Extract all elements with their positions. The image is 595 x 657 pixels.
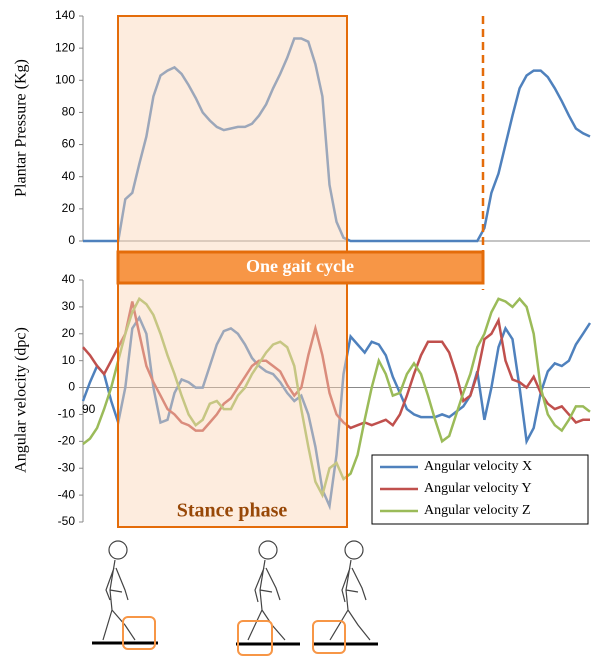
stance-label: Stance phase	[177, 500, 288, 522]
y-tick-label: 120	[55, 40, 75, 54]
legend-label: Angular velocity Y	[424, 481, 532, 496]
y-tick-label: 60	[62, 137, 76, 151]
line-series	[81, 314, 592, 511]
y-tick-label: -10	[58, 407, 76, 421]
line-series	[82, 296, 591, 499]
y-tick-label: 40	[62, 272, 76, 286]
y-tick-label: -50	[58, 514, 76, 528]
y-tick-label: -40	[58, 487, 76, 501]
ground	[92, 641, 378, 646]
y-axis-label: Angular velocity (dpc)	[13, 327, 30, 473]
y-axis-label: Plantar Pressure (Kg)	[13, 59, 30, 197]
stray-label: 90	[82, 402, 96, 416]
plot: 0 20 40 60 80 100 120 140 -50 -40 -30 -20 -10 0 10 20 30…	[55, 8, 592, 528]
legend: Angular velocity X Angular velocity Y Angu…	[371, 454, 589, 525]
legend-label: Angular velocity X	[424, 459, 532, 474]
legend-label: Angular velocity Z	[424, 503, 531, 518]
y-tick-label: 80	[62, 105, 76, 119]
y-tick-label: 30	[62, 299, 76, 313]
y-tick-label: 0	[68, 233, 75, 247]
y-tick-label: 40	[62, 169, 76, 183]
y-tick-label: 10	[62, 353, 76, 367]
gait-cycle-bar	[116, 250, 485, 285]
y-tick-label: -30	[58, 460, 76, 474]
gait-cycle-label: One gait cycle	[246, 256, 354, 276]
y-tick-label: 0	[68, 380, 75, 394]
line-series	[82, 301, 590, 432]
y-tick-label: 100	[55, 72, 75, 86]
line-series	[83, 37, 591, 243]
foot-highlights	[122, 616, 346, 656]
y-tick-label: 140	[55, 8, 75, 22]
y-tick-label: 20	[62, 326, 76, 340]
walking-figures	[102, 540, 371, 641]
y-tick-label: -20	[58, 434, 76, 448]
y-tick-label: 20	[62, 201, 76, 215]
